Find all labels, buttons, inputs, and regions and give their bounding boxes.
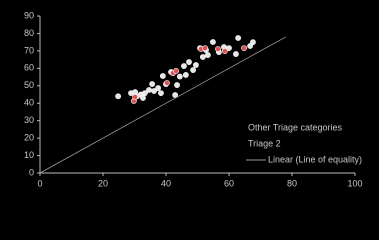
point: [172, 92, 179, 98]
y-tick-label: 30: [24, 115, 34, 125]
y-tick-label: 0: [29, 167, 34, 177]
point: [115, 93, 122, 100]
point: [140, 95, 146, 101]
page: 0 10 20 30 40 50 60 70 80 90 0 20 40 60 80 100 Other Tri…: [23, 10, 363, 189]
point: [155, 85, 162, 91]
point: [233, 51, 239, 57]
x-tick-label: 40: [161, 178, 171, 188]
point: [164, 80, 170, 86]
x-tick-label: 60: [224, 178, 234, 188]
y-tick-label: 50: [24, 80, 34, 90]
x-tick-label: 80: [287, 178, 297, 188]
point: [235, 35, 242, 41]
y-tick-label: 60: [24, 63, 34, 73]
legend-label: Linear (Line of equality): [268, 154, 362, 164]
point: [176, 73, 183, 80]
point: [226, 45, 232, 51]
point: [210, 39, 216, 45]
point: [193, 62, 199, 68]
point: [250, 39, 256, 46]
point: [182, 72, 189, 78]
point: [146, 87, 152, 93]
chart: 0 10 20 30 40 50 60 70 80 90 0 20 40 60 80 100 Other Tri…: [24, 10, 363, 188]
point: [204, 52, 211, 58]
point: [181, 63, 187, 69]
y-tick-label: 70: [24, 45, 34, 55]
point: [141, 90, 148, 97]
y-tick-label: 40: [24, 98, 34, 108]
point: [186, 59, 192, 65]
point: [159, 73, 166, 79]
legend-label: Other Triage categories: [248, 122, 343, 132]
point: [173, 68, 179, 74]
point: [132, 94, 139, 100]
point: [247, 43, 254, 49]
point: [215, 46, 221, 52]
y-tick-label: 80: [24, 28, 34, 38]
point: [190, 67, 196, 73]
point: [241, 45, 248, 51]
point: [202, 45, 208, 51]
y-tick-label: 10: [24, 150, 34, 160]
x-tick-label: 100: [347, 178, 362, 188]
point: [151, 88, 157, 94]
equality-line: [39, 36, 286, 174]
legend-label: Triage 2: [248, 138, 281, 148]
y-tick-label: 20: [24, 132, 34, 142]
x-tick-label: 0: [37, 178, 42, 188]
point: [174, 82, 180, 88]
y-tick-label: 90: [24, 10, 34, 20]
point: [222, 48, 228, 54]
point: [149, 81, 156, 87]
point: [199, 54, 206, 60]
x-tick-label: 20: [98, 178, 108, 188]
point: [158, 90, 164, 97]
